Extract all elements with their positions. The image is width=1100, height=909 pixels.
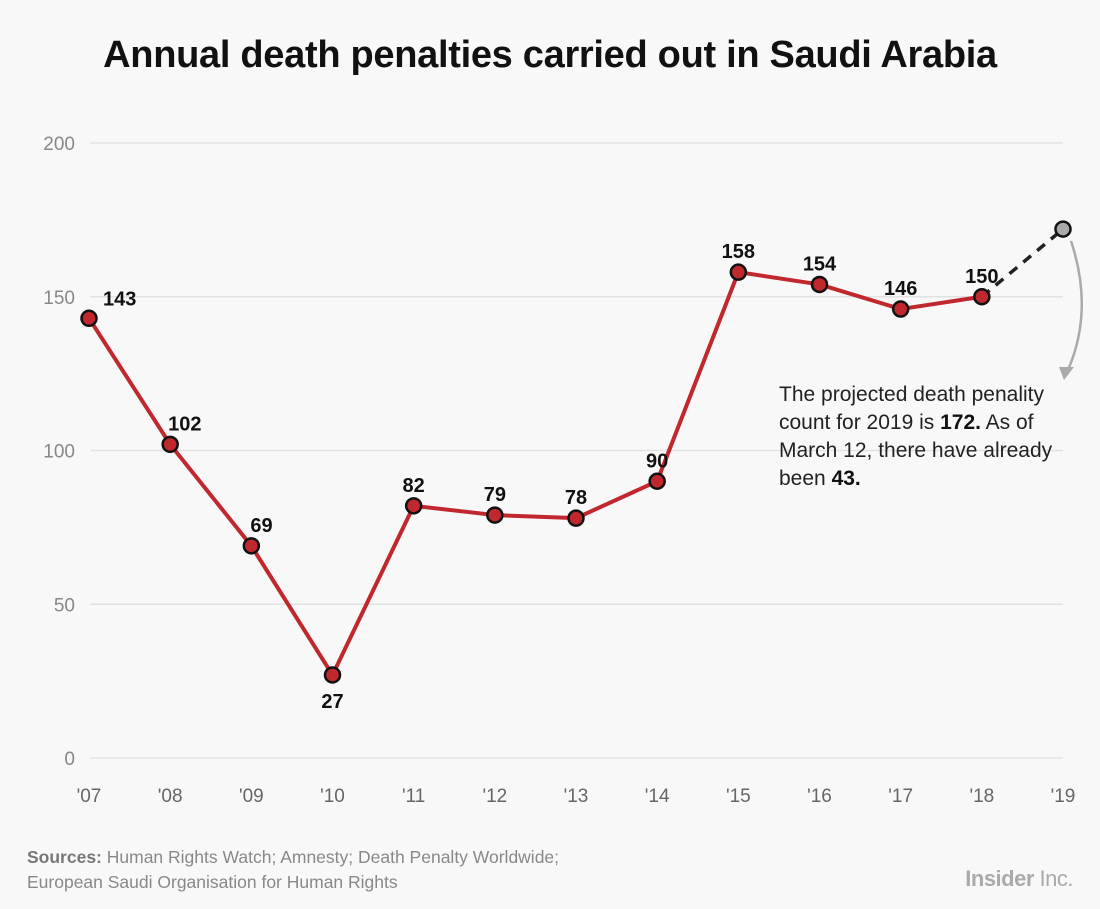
data-label: 79: [484, 484, 506, 506]
data-label: 154: [803, 253, 837, 275]
projection-annotation: The projected death penality count for 2…: [779, 381, 1089, 493]
y-tick-label: 200: [43, 134, 75, 155]
x-tick-label: '15: [726, 786, 751, 807]
y-tick-label: 100: [43, 442, 75, 463]
sources-line-2: European Saudi Organisation for Human Ri…: [27, 872, 398, 892]
projected-point: [1054, 220, 1072, 238]
sources-line-1: Human Rights Watch; Amnesty; Death Penal…: [101, 847, 560, 867]
data-label: 146: [884, 278, 917, 300]
x-tick-label: '11: [402, 786, 425, 807]
annotation-arrow: [1066, 240, 1083, 371]
sources-label: Sources:: [27, 847, 102, 867]
x-tick-label: '19: [1051, 786, 1076, 807]
data-point: [486, 506, 504, 524]
x-tick-label: '16: [807, 786, 832, 807]
data-label: 143: [103, 288, 136, 310]
data-point: [323, 666, 342, 684]
x-tick-label: '17: [888, 786, 913, 807]
series-line: [87, 270, 983, 677]
data-point: [729, 263, 748, 281]
data-label: 158: [722, 241, 755, 263]
data-label: 90: [646, 450, 668, 472]
logo-bold: Insider: [965, 866, 1034, 891]
chart-title: Annual death penalties carried out in Sa…: [103, 34, 997, 76]
x-tick-label: '10: [320, 786, 345, 807]
data-label: 82: [403, 475, 425, 497]
data-point: [567, 509, 585, 527]
y-tick-label: 0: [64, 749, 75, 770]
y-tick-label: 50: [54, 595, 75, 616]
x-tick-label: '09: [239, 786, 264, 807]
x-tick-label: '08: [158, 786, 183, 807]
x-tick-label: '18: [969, 786, 994, 807]
data-point: [404, 497, 423, 515]
data-point: [242, 537, 261, 555]
sources: Sources: Human Rights Watch; Amnesty; De…: [27, 845, 559, 895]
data-label: 69: [250, 515, 272, 537]
annotation-current-value: 43.: [831, 467, 861, 490]
x-tick-label: '07: [77, 786, 102, 807]
data-point: [648, 472, 666, 490]
annotation-projected-value: 172.: [940, 411, 981, 434]
data-label: 27: [321, 691, 343, 713]
x-tick-label: '13: [564, 786, 589, 807]
annotation-text: The projected death penality count for 2…: [779, 383, 1045, 434]
x-tick-label: '12: [482, 786, 507, 807]
data-label: 150: [965, 266, 998, 288]
data-point: [80, 309, 98, 328]
data-point: [161, 435, 179, 454]
annotation-arrowhead: [1059, 367, 1074, 380]
logo-rest: Inc.: [1039, 866, 1074, 891]
data-point: [810, 275, 829, 294]
data-point: [891, 300, 910, 318]
x-tick-label: '14: [645, 786, 670, 807]
data-point: [973, 288, 991, 306]
annotation-text-2: As of March 12, there have already been: [779, 411, 1053, 490]
data-label: 102: [168, 413, 201, 435]
data-label: 78: [565, 487, 587, 509]
y-tick-label: 150: [43, 288, 75, 309]
insider-logo: Insider Inc.: [965, 866, 1073, 892]
